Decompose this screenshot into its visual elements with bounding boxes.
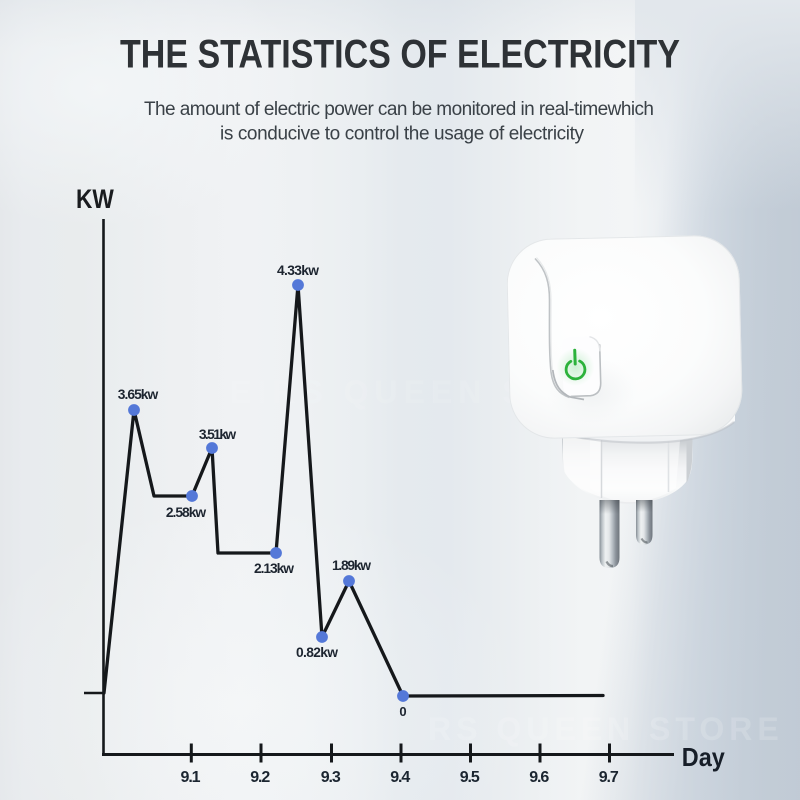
svg-text:1.89kw: 1.89kw [332,558,371,573]
svg-text:KW: KW [76,184,114,214]
svg-text:9.6: 9.6 [529,769,551,786]
svg-text:9.3: 9.3 [321,769,343,786]
svg-text:2.58kw: 2.58kw [166,505,207,520]
svg-text:9.2: 9.2 [250,769,272,786]
svg-text:3.65kw: 3.65kw [118,387,159,402]
svg-text:9.1: 9.1 [181,769,203,786]
svg-text:4.33kw: 4.33kw [277,263,319,278]
svg-text:9.7: 9.7 [599,769,621,786]
svg-text:9.4: 9.4 [390,769,412,786]
svg-text:Day: Day [682,742,725,772]
svg-text:THE STATISTICS OF ELECTRICITY: THE STATISTICS OF ELECTRICITY [120,32,680,76]
svg-text:2.13kw: 2.13kw [254,561,294,576]
svg-text:is conducive to control the us: is conducive to control the usage of ele… [220,123,585,144]
svg-text:3.51kw: 3.51kw [199,427,237,442]
svg-text:0.82kw: 0.82kw [296,645,338,660]
svg-text:9.5: 9.5 [460,769,482,786]
svg-text:The amount of electric power c: The amount of electric power can be moni… [144,99,654,120]
svg-text:0: 0 [399,704,406,719]
